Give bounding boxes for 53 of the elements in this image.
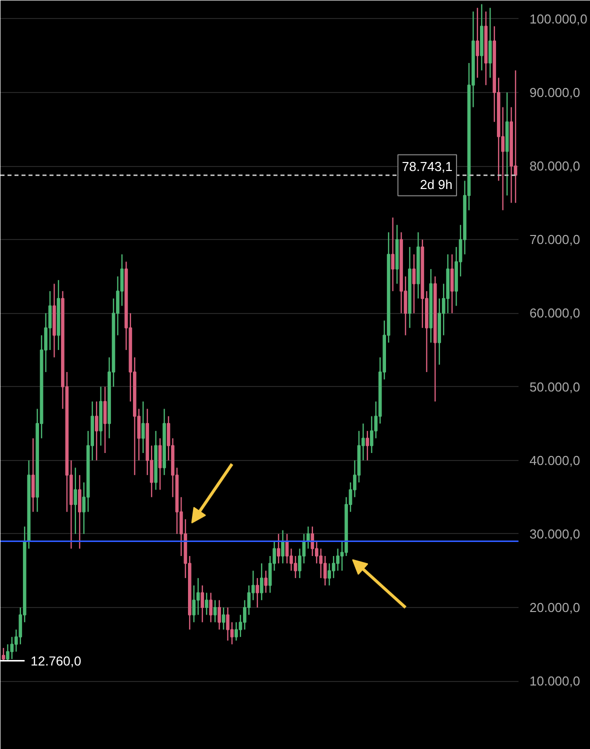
candlestick xyxy=(213,600,217,623)
candlestick xyxy=(74,467,78,535)
candlestick xyxy=(450,254,454,314)
y-tick-label: 70.000,0 xyxy=(530,232,580,248)
y-tick-label: 60.000,0 xyxy=(530,306,580,321)
candlestick xyxy=(10,636,14,660)
y-tick-label: 30.000,0 xyxy=(530,526,580,542)
candlestick xyxy=(103,386,107,454)
candlestick xyxy=(196,577,200,616)
candlestick xyxy=(260,562,264,601)
candlestick xyxy=(200,584,204,623)
candlestick xyxy=(319,548,323,579)
candlestick xyxy=(336,548,340,572)
candlestick xyxy=(306,526,310,550)
candlestick xyxy=(412,254,416,314)
y-tick-label: 10.000,0 xyxy=(530,674,580,689)
candlestick xyxy=(294,555,298,579)
candlestick xyxy=(192,584,196,623)
y-tick-label: 50.000,0 xyxy=(530,379,580,394)
candlestick xyxy=(94,400,98,461)
candlestick xyxy=(2,647,6,662)
ref-line-label: 78.743,1 2d 9h xyxy=(402,158,453,192)
candlestick xyxy=(204,592,208,616)
candlestick xyxy=(31,438,35,512)
y-tick-label: 90.000,0 xyxy=(530,84,580,100)
candlestick xyxy=(209,592,212,623)
candlestick xyxy=(323,555,327,586)
candlestick xyxy=(391,216,394,292)
candlestick xyxy=(234,622,238,642)
y-tick-label: 20.000,0 xyxy=(530,600,580,615)
candlestick xyxy=(226,606,230,642)
candlestick xyxy=(281,530,284,564)
candlestick xyxy=(256,577,260,608)
candlestick xyxy=(6,644,10,662)
y-tick-label: 80.000,0 xyxy=(530,158,580,174)
candlestick xyxy=(158,438,162,490)
y-tick-label: 40.000,0 xyxy=(530,452,580,468)
candlestick xyxy=(48,290,52,351)
candlestick xyxy=(222,606,226,630)
candlestick xyxy=(370,416,374,454)
candlestick xyxy=(328,562,331,586)
candlestick xyxy=(366,430,370,461)
candlestick xyxy=(476,7,480,78)
annotation: 12.760,0 xyxy=(30,653,82,668)
y-tick-label: 100.000,0 xyxy=(530,11,588,26)
candlestick xyxy=(276,533,280,564)
candlestick xyxy=(488,7,492,78)
candlestick xyxy=(141,400,145,454)
candlestick xyxy=(332,555,336,579)
candlestick xyxy=(78,474,82,550)
candlestick xyxy=(310,526,314,557)
candlestick xyxy=(218,600,221,630)
candlestick xyxy=(264,570,268,594)
